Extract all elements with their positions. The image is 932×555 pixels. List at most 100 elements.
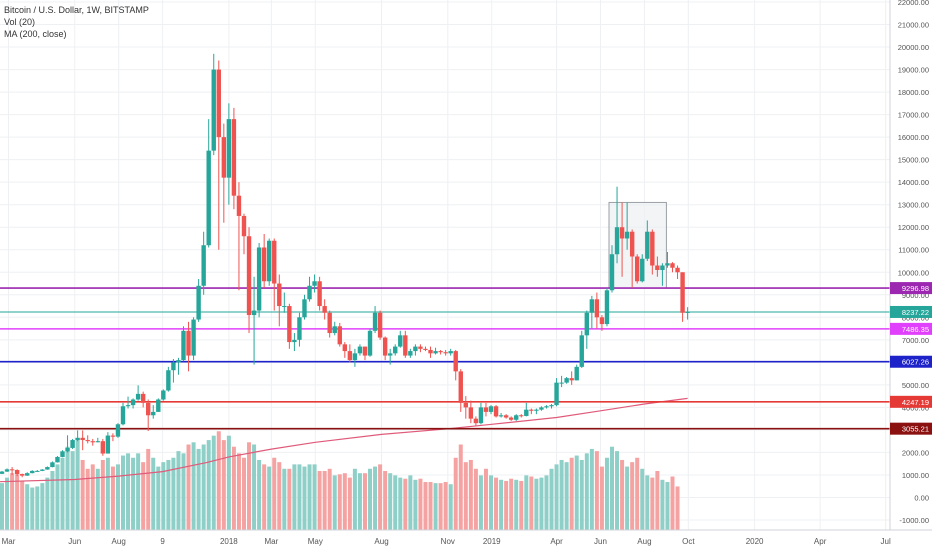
volume-bar-60 bbox=[292, 464, 297, 530]
volume-bar-44 bbox=[211, 435, 216, 530]
candle-body-124 bbox=[614, 227, 620, 255]
volume-bar-99 bbox=[489, 475, 494, 530]
volume-bar-6 bbox=[20, 480, 25, 530]
x-tick-label-4: 2018 bbox=[220, 537, 238, 546]
volume-bar-36 bbox=[171, 457, 176, 530]
x-tick-label-11: Jun bbox=[594, 537, 607, 546]
candle-body-10 bbox=[40, 469, 45, 471]
volume-bar-18 bbox=[80, 459, 85, 530]
candle-body-55 bbox=[266, 240, 272, 282]
volume-bar-94 bbox=[463, 462, 468, 530]
volume-bar-98 bbox=[483, 468, 488, 530]
x-tick-label-2: Aug bbox=[112, 537, 126, 546]
volume-bar-115 bbox=[569, 457, 574, 530]
candle-body-24 bbox=[110, 435, 116, 437]
volume-bar-88 bbox=[433, 483, 438, 530]
volume-bar-46 bbox=[221, 440, 226, 530]
volume-bar-67 bbox=[327, 468, 332, 530]
candle-body-84 bbox=[413, 346, 418, 352]
volume-bar-70 bbox=[342, 473, 347, 530]
candle-body-97 bbox=[478, 407, 484, 424]
candle-body-105 bbox=[519, 415, 524, 417]
volume-bar-4 bbox=[10, 473, 15, 530]
volume-bar-34 bbox=[161, 462, 166, 530]
volume-bar-73 bbox=[357, 473, 362, 530]
volume-bar-119 bbox=[589, 448, 594, 530]
candle-body-56 bbox=[272, 240, 277, 284]
volume-bar-108 bbox=[534, 478, 539, 530]
candle-body-71 bbox=[347, 351, 353, 361]
volume-bar-56 bbox=[272, 457, 277, 530]
level-label-bg-4 bbox=[890, 395, 932, 408]
candle-body-52 bbox=[251, 310, 257, 316]
volume-bar-65 bbox=[317, 470, 322, 530]
x-tick-label-10: Apr bbox=[550, 537, 563, 546]
x-tick-label-1: Jun bbox=[68, 537, 81, 546]
candle-body-101 bbox=[498, 415, 504, 417]
y-tick-label-22: 0.00 bbox=[914, 493, 929, 502]
volume-bar-53 bbox=[257, 459, 262, 530]
volume-bar-104 bbox=[514, 479, 519, 530]
volume-bar-51 bbox=[247, 442, 252, 530]
candle-body-70 bbox=[342, 344, 348, 352]
candle-body-40 bbox=[191, 319, 196, 356]
y-tick-label-21: 1000.00 bbox=[902, 471, 929, 480]
volume-bar-15 bbox=[65, 446, 70, 530]
candle-body-16 bbox=[70, 440, 75, 448]
candle-body-127 bbox=[629, 231, 635, 257]
y-tick-label-7: 15000.00 bbox=[898, 156, 929, 165]
x-tick-label-15: Apr bbox=[814, 537, 827, 546]
y-tick-label-8: 14000.00 bbox=[898, 178, 929, 187]
candle-body-83 bbox=[408, 351, 413, 356]
candle-body-38 bbox=[181, 330, 186, 361]
candle-body-45 bbox=[216, 69, 221, 138]
candle-body-102 bbox=[503, 415, 509, 418]
volume-bar-116 bbox=[574, 455, 579, 530]
legend-moving-average: MA (200, close) bbox=[4, 29, 67, 39]
volume-bar-80 bbox=[393, 475, 398, 530]
legend-symbol: Bitcoin / U.S. Dollar, 1W, BITSTAMP bbox=[4, 5, 149, 15]
candle-body-48 bbox=[231, 119, 237, 196]
candle-body-123 bbox=[609, 254, 615, 291]
volume-bar-89 bbox=[438, 483, 443, 530]
volume-bar-93 bbox=[458, 444, 463, 530]
candle-body-57 bbox=[277, 283, 282, 307]
volume-bar-131 bbox=[650, 477, 655, 530]
candle-body-122 bbox=[604, 290, 610, 325]
level-label-bg-2 bbox=[890, 322, 932, 335]
volume-bar-121 bbox=[599, 466, 604, 530]
candle-body-22 bbox=[100, 441, 106, 454]
volume-bar-69 bbox=[337, 474, 342, 530]
level-label-3: 6027.26 bbox=[902, 358, 929, 367]
candle-body-49 bbox=[236, 195, 242, 216]
candle-body-85 bbox=[418, 346, 423, 349]
volume-bar-47 bbox=[226, 435, 231, 530]
volume-bar-85 bbox=[418, 478, 423, 530]
candle-body-65 bbox=[317, 281, 322, 307]
candle-body-82 bbox=[403, 335, 408, 356]
candle-body-93 bbox=[458, 371, 463, 403]
candle-body-69 bbox=[337, 326, 342, 345]
volume-bar-33 bbox=[156, 466, 161, 530]
volume-bar-72 bbox=[352, 468, 357, 530]
candle-body-111 bbox=[549, 405, 554, 407]
volume-bar-27 bbox=[126, 453, 131, 530]
candle-body-138 bbox=[685, 311, 690, 313]
candle-body-86 bbox=[423, 348, 428, 350]
candle-body-129 bbox=[640, 258, 645, 282]
candle-body-73 bbox=[357, 346, 363, 354]
candle-body-130 bbox=[645, 231, 650, 259]
candle-body-39 bbox=[186, 330, 191, 356]
candle-body-125 bbox=[619, 227, 625, 239]
volume-bar-92 bbox=[453, 457, 458, 530]
volume-bar-13 bbox=[55, 464, 60, 530]
volume-bar-79 bbox=[388, 473, 393, 530]
candle-body-62 bbox=[302, 299, 307, 318]
volume-bar-107 bbox=[529, 476, 534, 530]
candle-body-7 bbox=[25, 473, 30, 476]
x-tick-label-14: 2020 bbox=[746, 537, 764, 546]
volume-bar-117 bbox=[579, 459, 584, 530]
candle-body-43 bbox=[206, 150, 211, 246]
candle-body-29 bbox=[135, 393, 141, 400]
